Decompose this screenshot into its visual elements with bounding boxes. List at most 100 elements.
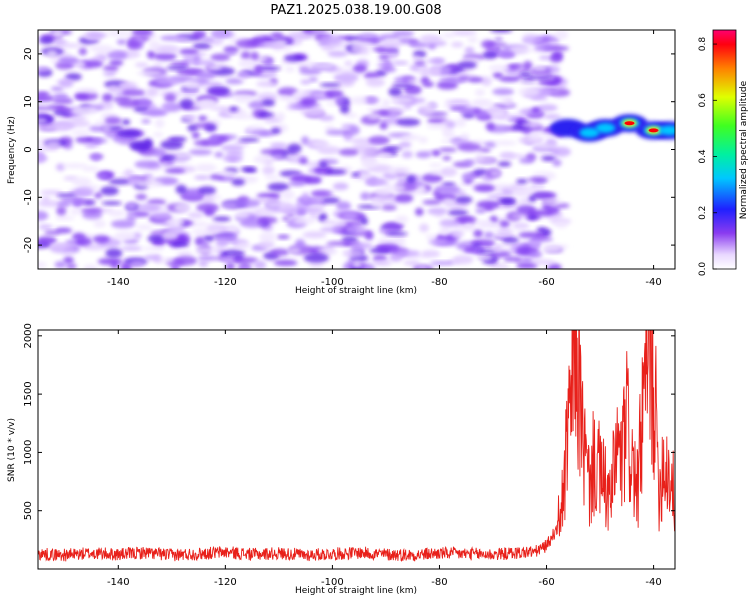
spectrogram-noise-cell <box>93 220 106 228</box>
spectrogram-noise-cell <box>519 71 532 78</box>
spectrogram-noise-cell <box>200 37 215 42</box>
spectrogram-noise-cell <box>489 30 513 33</box>
spectrogram-noise-cell <box>384 222 405 230</box>
spectrogram-noise-cell <box>38 152 45 163</box>
spectrogram-noise-cell <box>153 132 164 138</box>
spectrogram-noise-cell <box>52 30 64 38</box>
spectrogram-noise-cell <box>41 195 50 203</box>
spectrogram-noise-cell <box>265 175 280 180</box>
spectrogram-noise-cell <box>481 76 492 87</box>
spectrogram-noise-cell <box>319 82 342 88</box>
spectrogram-noise-cell <box>270 127 281 135</box>
spectrogram-noise-cell <box>444 99 470 105</box>
spectrogram-noise-cell <box>38 106 52 111</box>
spectrogram-noise-cell <box>136 180 163 188</box>
spectrogram-noise-cell <box>74 94 90 100</box>
spectrogram-noise-cell <box>101 201 122 206</box>
spectrogram-noise-cell <box>110 219 136 229</box>
spectrogram-noise-cell <box>221 201 239 209</box>
spectrogram-noise-cell <box>206 88 227 94</box>
snr-y-tick-label: 1500 <box>23 381 34 406</box>
spectrogram-noise-cell <box>46 140 61 150</box>
spectrogram-noise-cell <box>89 44 114 53</box>
spectrogram-noise-cell <box>170 61 190 66</box>
spectrogram-noise-cell <box>452 254 474 265</box>
spectrogram-noise-cell <box>529 131 540 140</box>
spectrogram-noise-cell <box>50 86 64 92</box>
snr-panel: -140 -120 -100 -80 -60 -40 2000 1500 1000 500 He… <box>7 323 676 596</box>
spectrogram-noise-cell <box>233 93 254 103</box>
spectrogram-noise-cell <box>224 51 237 56</box>
signal-band-mid <box>659 125 675 136</box>
spectrogram-noise-cell <box>273 259 298 267</box>
spectrogram-noise-cell <box>86 32 108 38</box>
spectrogram-noise-cell <box>426 124 450 129</box>
spectrogram-noise-cell <box>463 221 474 230</box>
spectrogram-noise-cell <box>38 210 49 221</box>
spectrogram-noise-cell <box>198 186 217 195</box>
spectrogram-noise-cell <box>137 98 151 108</box>
spectrogram-noise-cell <box>483 231 494 239</box>
spectrogram-noise-cell <box>130 260 145 267</box>
spectrogram-noise-cell <box>341 212 358 220</box>
spectrogram-noise-cell <box>534 44 553 52</box>
spectrogram-noise-cell <box>488 64 510 72</box>
spectrogram-noise-cell <box>475 208 486 214</box>
spectrogram-noise-cell <box>432 57 446 65</box>
spectrogram-noise-cell <box>53 92 69 101</box>
spectrogram-noise-cell <box>463 159 476 165</box>
spectrogram-noise-cell <box>527 177 548 183</box>
spectrogram-noise-cell <box>324 169 347 175</box>
spectrogram-noise-cell <box>116 39 127 45</box>
spectrogram-noise-cell <box>240 51 251 60</box>
spectrogram-noise-cell <box>455 117 467 128</box>
spectrogram-noise-cell <box>203 234 215 242</box>
spectrogram-noise-cell <box>521 122 542 128</box>
spectrogram-noise-cell <box>154 118 165 129</box>
spectrogram-noise-cell <box>56 193 78 198</box>
spectrogram-noise-cell <box>58 78 74 88</box>
spectrogram-noise-cell <box>417 265 428 269</box>
spectrogram-noise-cell <box>253 260 267 269</box>
spectrogram-noise-cell <box>220 144 244 152</box>
spectrogram-noise-cell <box>164 168 186 174</box>
spectrogram-noise-cell <box>519 157 534 164</box>
spectrogram-panel: -140 -120 -100 -80 -60 -40 20 10 0 -10 -20 Height… <box>7 29 676 296</box>
spectrogram-noise-cell <box>499 75 520 82</box>
spectrogram-noise-cell <box>38 66 50 73</box>
spectrogram-noise-cell <box>147 234 166 243</box>
snr-x-tick-label: -140 <box>107 577 130 588</box>
spectrogram-noise-cell <box>236 241 251 250</box>
spectrogram-noise-cell <box>392 83 415 88</box>
spectrogram-noise-cell <box>554 30 569 40</box>
spectrogram-noise-cell <box>67 120 91 128</box>
spectrogram-noise-cell <box>269 248 290 257</box>
spectrogram-noise-cell <box>261 98 276 107</box>
spectrogram-noise-cell <box>301 136 310 146</box>
spectrogram-noise-cell <box>464 247 476 252</box>
spectrogram-noise-cell <box>121 119 131 126</box>
spectrogram-noise-cell <box>327 50 348 58</box>
spectrogram-noise-cell <box>81 166 100 172</box>
spectrogram-noise-cell <box>153 44 180 54</box>
spectrogram-noise-cell <box>235 210 250 219</box>
spectrogram-noise-cell <box>528 74 552 80</box>
spectrogram-noise-cell <box>256 216 278 224</box>
spectrogram-noise-cell <box>236 71 251 78</box>
spectrogram-noise-cell <box>267 182 290 192</box>
spectrogram-noise-cell <box>58 43 82 48</box>
spectrogram-noise-cell <box>108 84 120 94</box>
spectrogram-noise-cell <box>385 231 409 236</box>
spectrogram-noise-cell <box>170 265 180 269</box>
spectrogram-noise-cell <box>38 118 48 124</box>
spectrogram-noise-cell <box>91 153 101 162</box>
spectrogram-noise-cell <box>422 199 441 205</box>
spectrogram-noise-cell <box>487 194 505 199</box>
spectrogram-noise-cell <box>288 247 301 254</box>
spectrogram-noise-cell <box>231 178 245 186</box>
spectrogram-noise-cell <box>38 224 53 230</box>
spectrogram-noise-cell <box>317 145 341 155</box>
spectrogram-noise-cell <box>165 161 175 166</box>
spectrogram-noise-cell <box>429 261 454 266</box>
spectrogram-noise-cell <box>69 209 81 215</box>
